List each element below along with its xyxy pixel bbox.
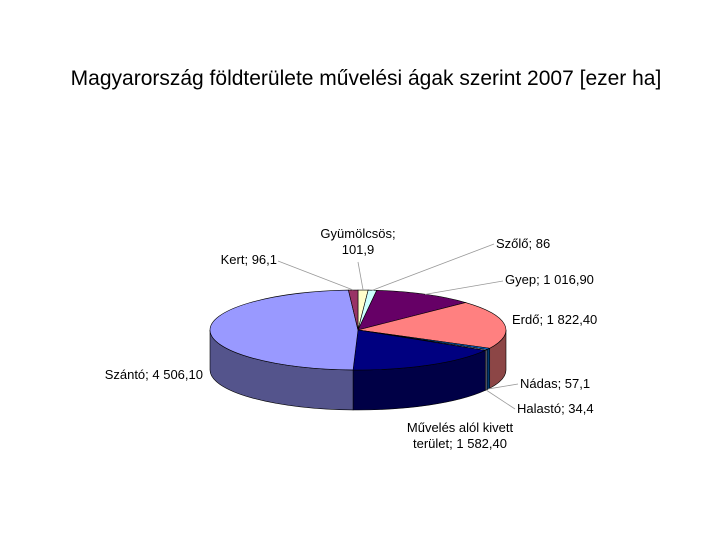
slice [352, 329, 487, 371]
data-label: Halastó; 34,4 [517, 401, 594, 416]
data-label: Szőlő; 86 [496, 236, 551, 251]
slice-side [486, 347, 491, 391]
slice [357, 302, 507, 349]
data-label: Gyümölcsös; 101,9 [320, 226, 396, 257]
chart-title: Magyarország földterülete művelési ágak … [70, 67, 662, 90]
leader-line [424, 280, 504, 295]
data-label: Erdő; 1 822,40 [512, 312, 598, 327]
data-label: Nádas; 57,1 [520, 376, 591, 391]
slice [209, 289, 359, 371]
leader-line [485, 389, 516, 410]
data-label: Szántó; 4 506,10 [104, 367, 203, 382]
leader-line [372, 243, 495, 291]
slice [357, 290, 467, 331]
data-label: Gyep; 1 016,90 [505, 272, 594, 287]
leader-line [357, 261, 364, 291]
leader-line [277, 260, 354, 291]
data-label: Művelés alól kivett terület; 1 582,40 [406, 420, 514, 451]
leader-line [488, 383, 519, 390]
data-label: Kert; 96,1 [220, 252, 277, 267]
